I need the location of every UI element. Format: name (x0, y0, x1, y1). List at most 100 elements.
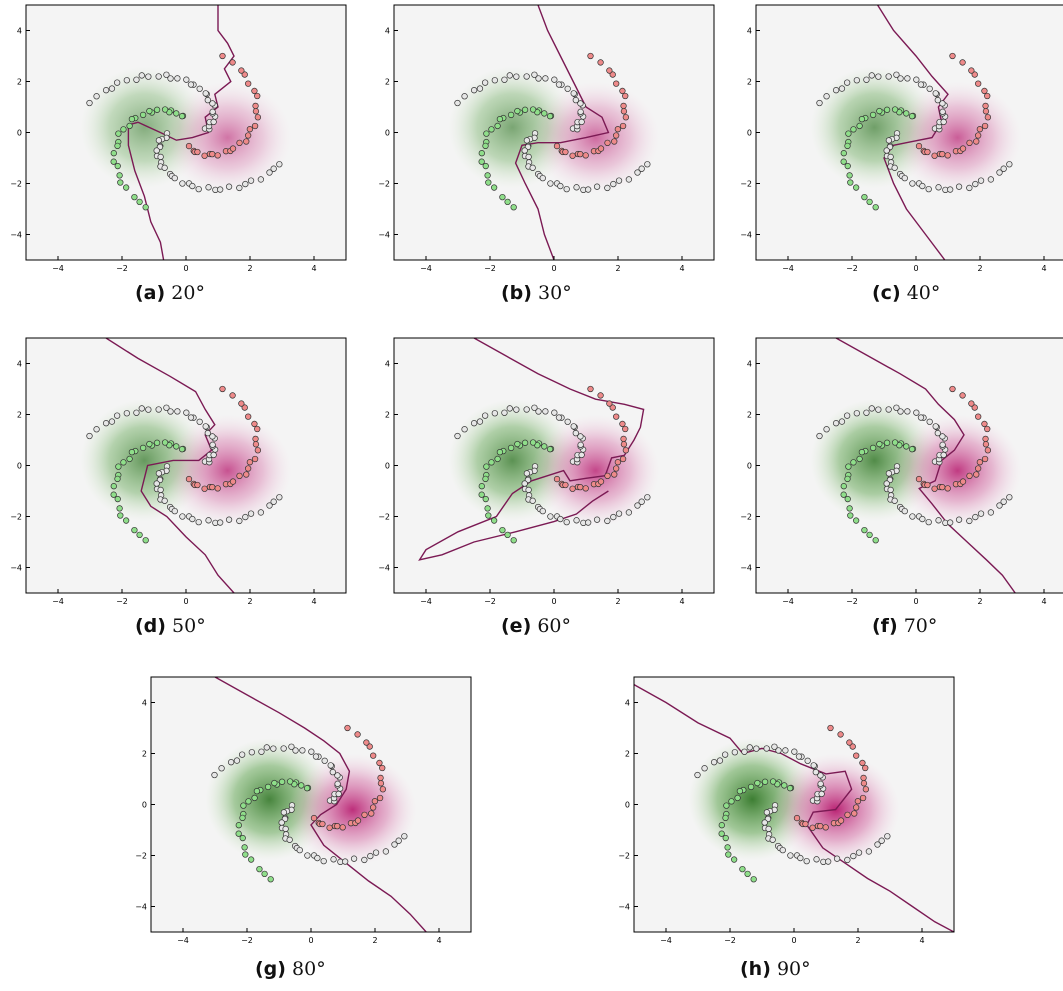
unlabeled-point (205, 517, 212, 524)
decision-boundary (877, 5, 949, 260)
caption-e: (e) 60° (501, 615, 571, 637)
unlabeled-point (731, 749, 738, 756)
red-class-point (229, 392, 236, 399)
red-class-point (973, 471, 980, 478)
unlabeled-point (391, 841, 398, 848)
green-class-point (856, 122, 863, 130)
unlabeled-point (955, 183, 963, 190)
red-class-point (622, 425, 629, 433)
red-class-point (229, 478, 237, 485)
red-class-point (252, 102, 259, 110)
chart-c-svg: −4 −4 −2 −2 0 0 2 2 4 4 (740, 4, 1063, 273)
unlabeled-point (501, 409, 508, 416)
unlabeled-point (123, 410, 130, 417)
red-class-point (854, 798, 862, 805)
green-class-point (846, 172, 853, 179)
red-class-point (246, 459, 254, 466)
unlabeled-point (539, 174, 546, 182)
unlabeled-point (513, 73, 520, 80)
x-tick-label: 0 (308, 936, 313, 945)
unlabeled-point (753, 745, 760, 752)
red-class-point (562, 148, 569, 156)
red-class-point (334, 823, 341, 830)
red-class-point (236, 472, 243, 479)
subplot-h: −4 −4 −2 −2 0 0 2 2 4 4 (h) 90° (608, 667, 958, 987)
green-class-point (146, 107, 153, 115)
green-class-point (718, 822, 725, 829)
caption-e-label: (e) (501, 615, 532, 637)
unlabeled-point (885, 406, 892, 413)
unlabeled-point (893, 404, 900, 411)
unlabeled-point (625, 176, 633, 183)
unlabeled-point (210, 118, 217, 126)
unlabeled-point (593, 183, 601, 190)
unlabeled-point (288, 743, 295, 750)
unlabeled-point (996, 169, 1003, 176)
red-class-point (219, 52, 226, 60)
unlabeled-point (263, 744, 270, 751)
y-tick-label: −4 (10, 564, 22, 573)
red-class-point (982, 441, 990, 448)
x-tick-label: −2 (116, 597, 128, 606)
green-class-point (529, 439, 537, 446)
green-class-point (117, 179, 124, 186)
red-class-point (609, 404, 616, 411)
unlabeled-point (529, 164, 536, 171)
unlabeled-point (585, 186, 592, 193)
green-class-point (278, 778, 286, 785)
unlabeled-point (604, 184, 611, 192)
decision-boundary (514, 5, 610, 260)
unlabeled-point (276, 161, 283, 168)
unlabeled-point (93, 93, 100, 100)
unlabeled-point (372, 849, 380, 856)
x-tick-label: −4 (177, 936, 189, 945)
green-class-point (114, 495, 121, 503)
caption-f: (f) 70° (872, 615, 937, 637)
green-class-point (496, 115, 504, 123)
y-tick-label: −2 (10, 513, 22, 522)
red-class-point (853, 752, 860, 759)
unlabeled-point (225, 183, 233, 190)
y-tick-label: 4 (625, 699, 630, 708)
green-class-point (858, 115, 866, 123)
red-class-point (976, 126, 984, 133)
red-class-point (620, 108, 628, 115)
unlabeled-point (775, 747, 782, 754)
unlabeled-point (174, 75, 181, 82)
green-class-point (482, 142, 489, 149)
unlabeled-point (155, 137, 163, 144)
green-class-point (494, 455, 501, 463)
red-class-point (846, 739, 853, 746)
x-tick-label: −4 (420, 264, 432, 273)
x-tick-label: −2 (484, 597, 496, 606)
red-class-point (587, 385, 594, 393)
unlabeled-point (454, 432, 461, 440)
red-class-point (802, 820, 809, 828)
unlabeled-point (491, 410, 498, 417)
unlabeled-point (196, 85, 203, 92)
red-class-point (984, 447, 992, 454)
red-class-point (363, 739, 370, 746)
unlabeled-point (189, 182, 196, 190)
green-class-point (861, 193, 868, 201)
red-class-point (344, 724, 351, 732)
unlabeled-point (634, 169, 641, 176)
unlabeled-point (86, 99, 93, 107)
green-class-point (754, 779, 761, 787)
caption-g-degree: ° (316, 958, 326, 980)
green-class-point (852, 517, 860, 524)
red-class-point (326, 824, 333, 831)
unlabeled-point (572, 96, 579, 104)
red-class-point (379, 786, 387, 793)
unlabeled-point (593, 516, 601, 523)
x-tick-label: 0 (913, 264, 918, 273)
unlabeled-point (939, 100, 946, 107)
unlabeled-point (217, 186, 224, 193)
y-tick-label: −2 (378, 513, 390, 522)
unlabeled-point (868, 72, 875, 79)
red-class-point (369, 804, 377, 811)
green-class-point (876, 107, 883, 115)
green-class-point (120, 126, 127, 133)
y-tick-label: 4 (385, 27, 390, 36)
green-class-point (488, 126, 495, 133)
